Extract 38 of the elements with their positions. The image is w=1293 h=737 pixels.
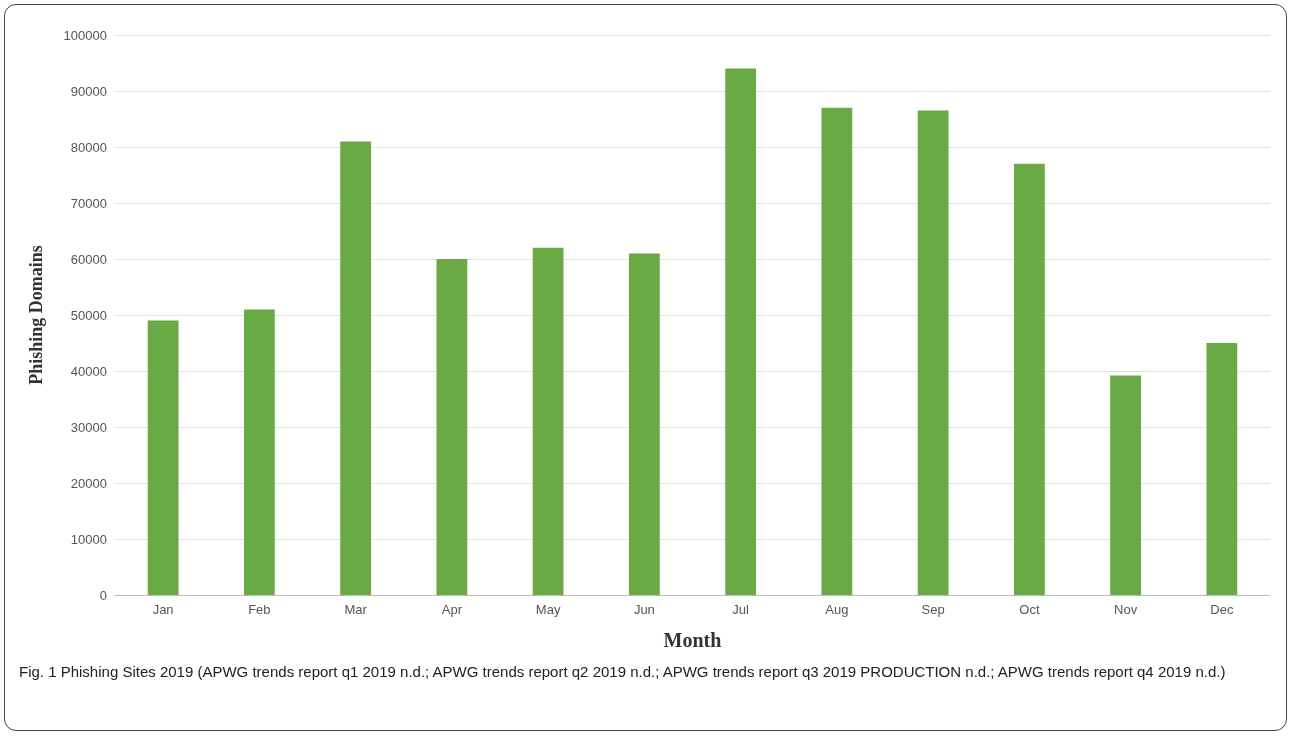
y-tick-label: 70000 [70,195,107,211]
bar [725,68,757,595]
x-tick-label: Oct [1019,602,1040,617]
x-tick-label: Dec [1210,602,1234,617]
y-tick-label: 80000 [70,139,107,155]
y-tick-label: 60000 [70,251,107,267]
bar [1013,163,1045,595]
x-tick-label: Jun [633,602,655,617]
bar [1110,375,1142,595]
y-tick-label: 0 [99,587,107,603]
x-tick-label: Sep [921,602,945,617]
x-tick-label: May [535,602,561,617]
x-tick-label: Nov [1114,602,1138,617]
x-axis-title: Month [663,629,722,651]
bar [436,259,468,595]
x-tick-label: Apr [441,602,463,617]
bar [243,309,275,595]
y-tick-label: 40000 [70,363,107,379]
x-tick-label: Jul [732,602,750,617]
y-axis-title: Phishing Domains [26,245,46,385]
x-tick-label: Mar [344,602,368,617]
bar [147,320,179,595]
bar [1206,343,1238,595]
x-tick-label: Feb [248,602,271,617]
y-tick-label: 20000 [70,475,107,491]
bar [532,247,564,595]
y-tick-label: 10000 [70,531,107,547]
y-tick-label: 100000 [63,27,107,43]
x-tick-label: Jan [152,602,174,617]
x-tick-label: Aug [825,602,849,617]
y-tick-label: 30000 [70,419,107,435]
bar [340,141,372,595]
y-tick-label: 50000 [70,307,107,323]
caption: Fig. 1 Phishing Sites 2019 (APWG trends report q1 2019 n.d.; APWG trends report q2 2019 n.d.; APWG trends report q3 2019 PRODUCTION n.d.; APWG trends report q4 2019 n.d.) [19,662,1227,682]
bar [628,253,660,595]
bar [821,107,853,595]
bar [917,110,949,595]
y-tick-label: 90000 [70,83,107,99]
